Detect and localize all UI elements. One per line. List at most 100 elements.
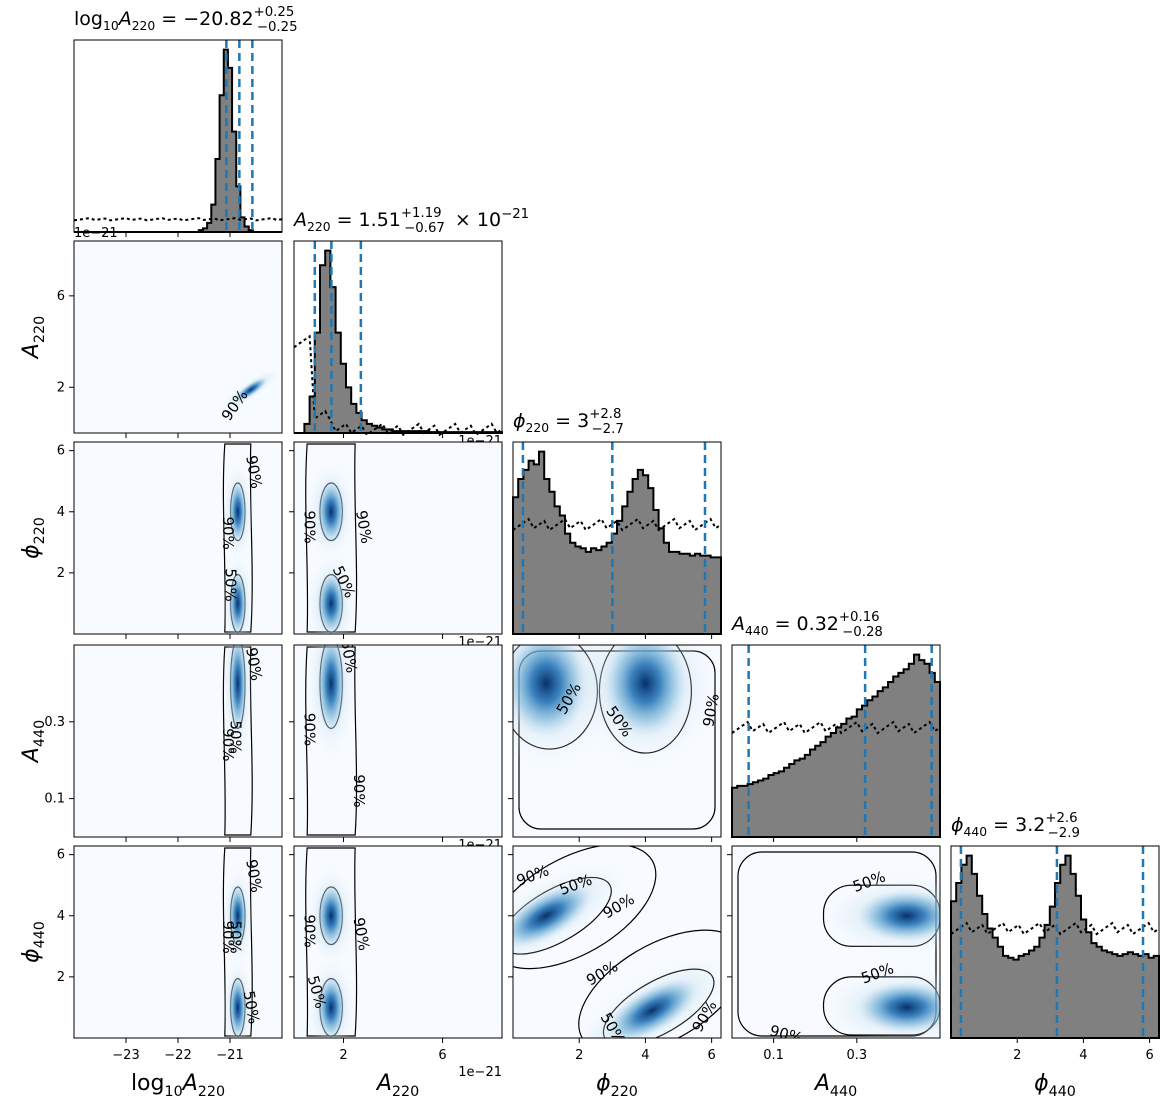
contour-label: 50%: [240, 989, 264, 1025]
y-tick-label: 2: [57, 970, 65, 985]
x-tick-label: 2: [1013, 1048, 1021, 1063]
y-axis-label-3: A440: [19, 720, 48, 764]
contour-90: [305, 443, 358, 633]
panel-frame: [512, 441, 722, 635]
panel-frame: [293, 644, 503, 838]
x-tick-label: −22: [164, 1048, 191, 1063]
density-peak: [228, 645, 247, 734]
y-axis-label-1: A220: [19, 316, 48, 360]
contour-label: 90%: [350, 916, 374, 952]
panel-frame: [293, 441, 503, 635]
density-peak: [603, 645, 688, 739]
density-peak: [317, 479, 346, 544]
x-axis-label-2: ϕ220: [596, 1071, 638, 1100]
density-peak: [856, 889, 940, 942]
title-0: log10A220 = −20.82+0.25 −0.25: [74, 5, 298, 35]
contour-label: 90%: [300, 914, 318, 947]
prior-line-0: [73, 217, 283, 222]
panel-frame: [512, 845, 722, 1039]
density-peak: [856, 981, 940, 1034]
title-2: ϕ220 = 3+2.8 −2.7: [513, 407, 624, 437]
x-tick-label: 0.1: [763, 1048, 784, 1063]
contour-label: 50%: [227, 720, 245, 753]
histogram-1: [294, 249, 503, 434]
contour-label: 90%: [352, 509, 376, 545]
contour-label: 90%: [242, 454, 266, 490]
x-tick-label: 4: [1079, 1048, 1087, 1063]
x-axis-label-3: A440: [813, 1071, 857, 1100]
density-peak: [317, 883, 346, 948]
prior-line-1: [293, 334, 503, 437]
contour-label: 90%: [219, 728, 237, 761]
contour-label: 90%: [219, 516, 237, 549]
title-1: A220 = 1.51+1.19 −0.67 × 10−21: [292, 206, 529, 236]
y-tick-label: 2: [57, 380, 65, 395]
y-tick-label: 4: [57, 909, 65, 924]
x-tick-label: −23: [112, 1048, 139, 1063]
contour-label: 90%: [350, 774, 368, 807]
x-tick-label: 2: [339, 1048, 347, 1063]
y-tick-label: 6: [57, 848, 65, 863]
density-peak: [228, 975, 247, 1038]
density-peak: [317, 571, 346, 634]
density-peak: [228, 479, 247, 544]
x-tick-label: 6: [707, 1048, 715, 1063]
contour-label: 90%: [300, 713, 318, 746]
title-4: ϕ440 = 3.2+2.6 −2.9: [951, 811, 1080, 841]
x-tick-label: 6: [1145, 1048, 1153, 1063]
panel-2-1: 90% 90%50%1e−21: [289, 441, 503, 650]
y-tick-label: 2: [57, 566, 65, 581]
density-peak: [228, 883, 247, 948]
contour-90: [305, 847, 358, 1037]
density-peak: [228, 571, 247, 634]
prior-line-2: [512, 517, 722, 532]
density-peak: [317, 645, 346, 734]
x-axis-label-0: log10A220: [131, 1071, 225, 1100]
contour-label: 90%: [242, 858, 266, 894]
y-tick-label: 0.3: [44, 715, 65, 730]
panel-3-3: A440 = 0.32+0.16 −0.28: [730, 610, 941, 842]
contour-90: [578, 929, 721, 1038]
panel-2-2: ϕ220 = 3+2.8 −2.7: [512, 407, 722, 639]
histogram-0: [74, 48, 282, 233]
density-peak: [513, 883, 593, 948]
prior-line-4: [950, 921, 1160, 936]
x-axis-label-4: ϕ440: [1034, 1071, 1076, 1100]
panel-0-0: log10A220 = −20.82+0.25 −0.25: [73, 5, 298, 237]
panel-3-1: 50%90%90%1e−21: [289, 644, 503, 853]
density-peak: [317, 975, 346, 1038]
x-offset-text: 1e−21: [458, 1065, 502, 1080]
contour-label: 90%: [219, 920, 237, 953]
y-tick-label: 0.1: [44, 792, 65, 807]
x-tick-label: 4: [641, 1048, 649, 1063]
panel-3-2: 50%50% 90%: [508, 644, 723, 842]
y-axis-label-2: ϕ220: [19, 517, 48, 559]
panel-4-4: ϕ440 = 3.2+2.6 −2.9 2 4 6 ϕ440: [950, 811, 1160, 1100]
x-tick-label: −21: [216, 1048, 243, 1063]
panel-2-0: 90% 90% 50% 2 4 6 ϕ220: [19, 441, 283, 639]
y-tick-label: 6: [57, 289, 65, 304]
histogram-3: [731, 653, 941, 838]
x-tick-label: 6: [438, 1048, 446, 1063]
density-peak: [513, 645, 589, 739]
histogram-2: [512, 450, 722, 635]
x-tick-label: 2: [575, 1048, 583, 1063]
contour-90: [305, 646, 358, 836]
panel-frame: [293, 240, 503, 434]
contour-label: 90%: [699, 692, 723, 728]
histogram-4: [950, 854, 1160, 1039]
contour-label: 50%: [222, 568, 240, 601]
panel-frame: [950, 845, 1160, 1039]
panel-frame: [731, 644, 941, 838]
contour-label: 50%: [227, 920, 245, 953]
contour-90: [513, 846, 657, 970]
x-tick-label: 0.3: [846, 1048, 867, 1063]
density-bg: [74, 241, 282, 433]
panel-frame: [731, 845, 941, 1039]
